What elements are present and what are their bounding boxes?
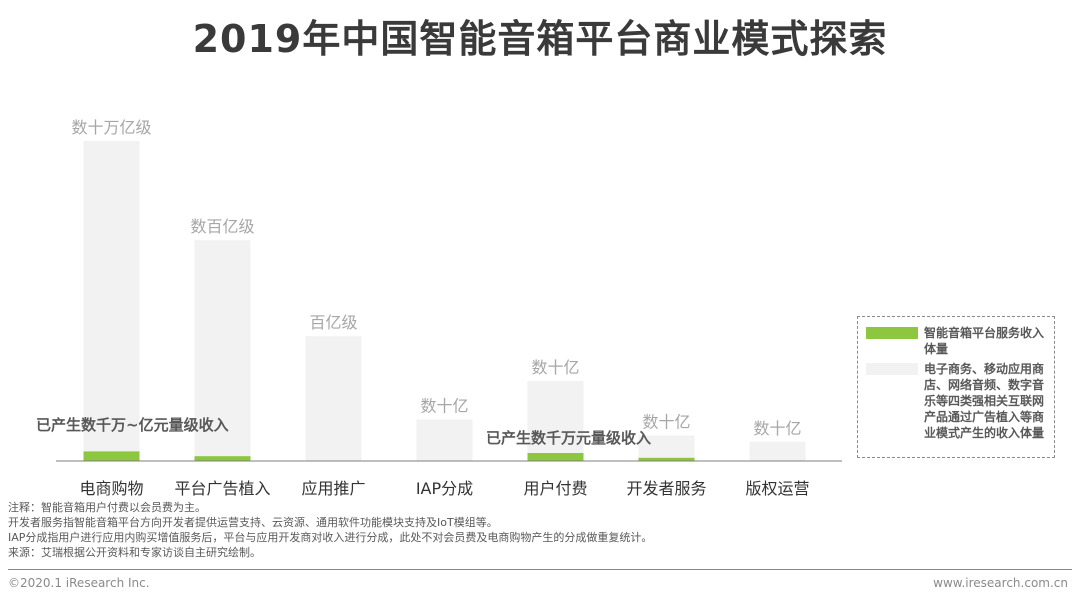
x-tick-label: 应用推广 xyxy=(301,479,365,498)
bar-related-revenue xyxy=(305,336,362,461)
x-tick-label: IAP分成 xyxy=(416,479,473,498)
bar-service-revenue xyxy=(527,453,584,461)
bar-value-label: 百亿级 xyxy=(309,313,357,332)
legend-label: 智能音箱平台服务收入体量 xyxy=(924,326,1045,356)
note-line: 注释：智能音箱用户付费以会员费为主。 xyxy=(8,501,206,514)
legend-item-related-revenue: 电子商务、移动应用商店、网络音频、数字音乐等四类强相关互联网产品通过广告植入等商… xyxy=(866,361,1048,441)
website-link[interactable]: www.iresearch.com.cn xyxy=(933,576,1068,590)
annotation-ecommerce: 已产生数千万~亿元量级收入 xyxy=(36,416,229,434)
legend-swatch-green xyxy=(866,327,918,339)
legend-item-service-revenue: 智能音箱平台服务收入体量 xyxy=(866,325,1048,357)
notes: 注释：智能音箱用户付费以会员费为主。 开发者服务指智能音箱平台方向开发者提供运营… xyxy=(8,500,652,560)
bar-related-revenue xyxy=(749,441,806,461)
footer-divider xyxy=(8,569,1072,570)
bar-related-revenue xyxy=(638,435,695,461)
bar-service-revenue xyxy=(194,456,251,461)
bar-value-label: 数十亿 xyxy=(642,412,690,431)
legend-swatch-gray xyxy=(866,363,918,375)
bar-related-revenue xyxy=(83,141,140,461)
bar-value-label: 数十亿 xyxy=(753,419,801,438)
bar-service-revenue xyxy=(83,451,140,461)
bar-related-revenue xyxy=(527,381,584,461)
x-tick-label: 电商购物 xyxy=(79,479,143,498)
note-line: IAP分成指用户进行应用内购买增值服务后，平台与应用开发商对收入进行分成，此处不… xyxy=(8,531,653,544)
x-tick-label: 版权运营 xyxy=(745,479,809,498)
bar-value-label: 数十亿 xyxy=(420,396,468,415)
legend-label: 电子商务、移动应用商店、网络音频、数字音乐等四类强相关互联网产品通过广告植入等商… xyxy=(924,362,1045,440)
bar-related-revenue xyxy=(416,419,473,461)
x-tick-label: 平台广告植入 xyxy=(174,479,270,498)
bar-value-label: 数十万亿级 xyxy=(71,118,151,137)
chart-title: 2019年中国智能音箱平台商业模式探索 xyxy=(192,17,888,61)
bar-value-label: 数百亿级 xyxy=(190,217,254,236)
note-line: 来源：艾瑞根据公开资料和专家访谈自主研究绘制。 xyxy=(8,546,261,559)
annotation-user-payment: 已产生数千万元量级收入 xyxy=(486,429,651,447)
legend: 智能音箱平台服务收入体量 电子商务、移动应用商店、网络音频、数字音乐等四类强相关… xyxy=(857,316,1055,458)
bar-related-revenue xyxy=(194,240,251,461)
bar-service-revenue xyxy=(638,457,695,461)
note-line: 开发者服务指智能音箱平台方向开发者提供运营支持、云资源、通用软件功能模块支持及I… xyxy=(8,516,498,529)
x-tick-label: 开发者服务 xyxy=(626,479,706,498)
x-tick-label: 用户付费 xyxy=(523,479,587,498)
copyright: ©2020.1 iResearch Inc. xyxy=(8,576,150,590)
bar-value-label: 数十亿 xyxy=(531,358,579,377)
